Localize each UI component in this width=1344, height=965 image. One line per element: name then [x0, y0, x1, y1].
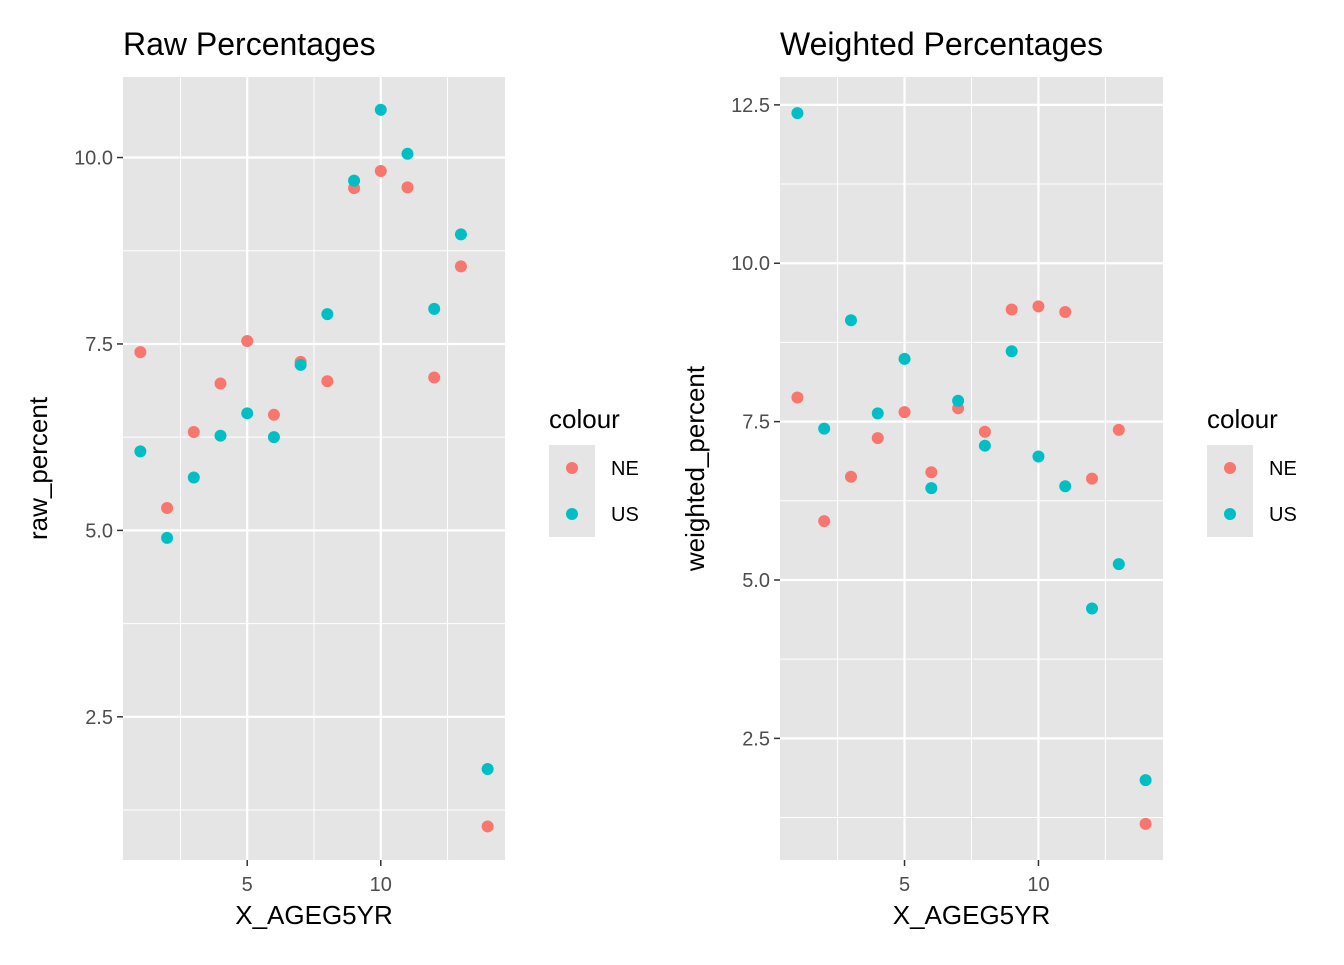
- data-point-ne: [187, 425, 200, 438]
- data-point-ne: [818, 515, 831, 528]
- legend-title: colour: [1207, 404, 1278, 434]
- x-tick-label: 10: [1027, 874, 1049, 896]
- data-point-ne: [241, 334, 254, 347]
- data-point-ne: [481, 820, 494, 833]
- data-point-ne: [321, 375, 334, 388]
- legend-label-ne: NE: [611, 458, 639, 480]
- data-point-us: [978, 439, 991, 452]
- data-point-ne: [898, 406, 911, 419]
- legend-label-us: US: [1269, 504, 1297, 526]
- data-point-us: [161, 531, 174, 544]
- data-point-us: [481, 763, 494, 776]
- legend: colour NE US: [1207, 404, 1297, 537]
- data-point-us: [844, 314, 857, 327]
- data-point-ne: [267, 408, 280, 421]
- y-tick-label: 10.0: [731, 253, 770, 275]
- x-tick-label: 5: [899, 874, 910, 896]
- data-point-us: [187, 471, 200, 484]
- chart-title: Weighted Percentages: [780, 26, 1103, 62]
- data-point-ne: [1112, 423, 1125, 436]
- data-point-us: [454, 228, 467, 241]
- data-point-us: [818, 422, 831, 435]
- data-point-ne: [161, 502, 174, 515]
- data-point-ne: [925, 466, 938, 479]
- x-axis-title: X_AGEG5YR: [235, 900, 393, 930]
- y-tick-label: 7.5: [742, 412, 770, 434]
- chart-panel-2: Weighted Percentages 5 10 2.5 5.0 7.5 10.0 12.5…: [680, 26, 1297, 930]
- data-point-us: [294, 358, 307, 371]
- data-point-us: [214, 429, 227, 442]
- data-point-us: [1086, 602, 1099, 615]
- legend-key-us: [1224, 508, 1236, 520]
- data-point-us: [898, 352, 911, 365]
- data-point-us: [428, 302, 441, 315]
- legend-label-ne: NE: [1269, 458, 1297, 480]
- data-point-us: [1005, 345, 1018, 358]
- data-point-us: [374, 103, 387, 116]
- data-point-us: [925, 482, 938, 495]
- data-point-ne: [978, 425, 991, 438]
- data-point-us: [241, 407, 254, 420]
- data-point-ne: [1059, 306, 1072, 319]
- x-axis-title: X_AGEG5YR: [893, 900, 1051, 930]
- x-tick-label: 10: [370, 874, 392, 896]
- data-point-us: [1112, 558, 1125, 571]
- data-point-ne: [1086, 472, 1099, 485]
- data-point-ne: [374, 164, 387, 177]
- data-point-us: [321, 308, 334, 321]
- y-axis-title: raw_percent: [23, 396, 53, 540]
- data-point-ne: [1005, 303, 1018, 316]
- data-point-us: [401, 147, 414, 160]
- chart-title: Raw Percentages: [123, 26, 376, 62]
- legend-key-ne: [1224, 462, 1236, 474]
- legend-key-ne: [566, 462, 578, 474]
- data-point-us: [952, 394, 965, 407]
- data-point-us: [267, 431, 280, 444]
- data-point-ne: [1139, 817, 1152, 830]
- y-tick-label: 12.5: [731, 95, 770, 117]
- y-axis-title: weighted_percent: [680, 365, 710, 572]
- data-point-us: [348, 174, 361, 187]
- legend-key-us: [566, 508, 578, 520]
- data-point-us: [791, 107, 804, 120]
- data-point-us: [134, 445, 147, 458]
- data-point-ne: [1032, 300, 1045, 313]
- legend: colour NE US: [549, 404, 639, 537]
- y-tick-label: 7.5: [85, 334, 113, 356]
- data-point-ne: [214, 377, 227, 390]
- data-point-us: [1032, 450, 1045, 463]
- y-tick-label: 5.0: [85, 520, 113, 542]
- legend-label-us: US: [611, 504, 639, 526]
- y-tick-label: 2.5: [85, 707, 113, 729]
- chart-panel-1: Raw Percentages 5 10 2.5 5.0 7.5 10.0 X_AGEG5YR…: [23, 26, 639, 930]
- data-point-ne: [791, 391, 804, 404]
- y-tick-label: 10.0: [74, 148, 113, 170]
- data-point-ne: [844, 470, 857, 483]
- data-point-ne: [454, 260, 467, 273]
- data-point-ne: [401, 181, 414, 194]
- data-point-us: [871, 407, 884, 420]
- y-tick-label: 2.5: [742, 728, 770, 750]
- x-tick-label: 5: [242, 874, 253, 896]
- data-point-ne: [134, 346, 147, 359]
- y-tick-label: 5.0: [742, 570, 770, 592]
- data-point-ne: [871, 432, 884, 445]
- data-point-ne: [428, 371, 441, 384]
- data-point-us: [1059, 480, 1072, 493]
- data-point-us: [1139, 774, 1152, 787]
- legend-title: colour: [549, 404, 620, 434]
